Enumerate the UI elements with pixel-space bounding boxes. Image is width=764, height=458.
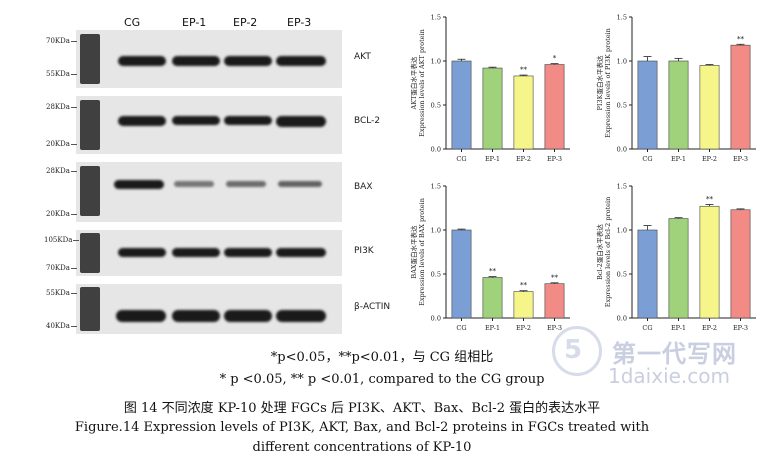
y-tick-label: 0.0 xyxy=(431,146,441,154)
bar xyxy=(637,60,658,150)
protein-label-pi3k: PI3K xyxy=(354,246,374,256)
y-tick-label: 1.0 xyxy=(431,58,441,66)
protein-label-akt: AKT xyxy=(354,52,371,62)
x-tick-label: EP-2 xyxy=(516,324,531,332)
bar xyxy=(668,218,689,319)
bar xyxy=(668,60,689,150)
figure-caption-cn: 图 14 不同浓度 KP-10 处理 FGCs 后 PI3K、AKT、Bax、B… xyxy=(123,401,601,416)
x-tick-label: EP-3 xyxy=(547,324,562,332)
mw-marker: 55KDa xyxy=(46,70,77,78)
y-tick-label: 0.5 xyxy=(617,271,627,279)
y-tick-label: 1.5 xyxy=(431,14,441,22)
mw-marker: 70KDa xyxy=(46,37,77,45)
mw-marker: 105KDa xyxy=(44,236,79,244)
blot-panel-bactin xyxy=(76,284,342,334)
x-tick-label: EP-3 xyxy=(547,155,562,163)
x-tick-label: EP-2 xyxy=(702,324,717,332)
y-tick-label: 0.5 xyxy=(617,102,627,110)
significance-marker: ** xyxy=(520,282,528,290)
bar xyxy=(544,64,565,150)
bar xyxy=(730,209,751,319)
protein-label-bactin: β-ACTIN xyxy=(354,302,391,312)
y-tick-label: 1.0 xyxy=(617,227,627,235)
significance-note-cn: *p<0.05，**p<0.01，与 CG 组相比 xyxy=(270,350,494,365)
bar xyxy=(637,229,658,319)
bar xyxy=(699,205,720,319)
x-tick-label: EP-1 xyxy=(485,155,500,163)
y-axis-label-cn: Bcl-2蛋白水平表达 xyxy=(595,224,604,280)
y-tick-label: 1.0 xyxy=(431,227,441,235)
x-tick-label: CG xyxy=(456,155,466,163)
mw-marker: 28KDa xyxy=(46,167,77,175)
x-tick-label: EP-2 xyxy=(702,155,717,163)
significance-marker: ** xyxy=(737,35,745,43)
y-tick-label: 0.0 xyxy=(617,146,627,154)
blot-panel-akt xyxy=(76,30,342,88)
bar xyxy=(482,67,503,150)
lane-label-ep3: EP-3 xyxy=(287,16,312,29)
blot-panel-pi3k xyxy=(76,230,342,276)
y-tick-label: 0.5 xyxy=(431,102,441,110)
mw-marker: 20KDa xyxy=(46,140,77,148)
mw-marker: 28KDa xyxy=(46,103,77,111)
y-tick-label: 0.0 xyxy=(431,315,441,323)
significance-marker: ** xyxy=(551,274,559,282)
lane-label-ep2: EP-2 xyxy=(233,16,258,29)
x-tick-label: CG xyxy=(642,155,652,163)
y-axis-label-cn: AKT蛋白水平表达 xyxy=(409,56,418,110)
bar xyxy=(451,60,472,150)
significance-note-en: * p <0.05, ** p <0.01, compared to the C… xyxy=(219,372,545,387)
y-tick-label: 0.5 xyxy=(431,271,441,279)
bar xyxy=(482,277,503,319)
x-tick-label: EP-1 xyxy=(671,155,686,163)
bar xyxy=(544,283,565,319)
x-tick-label: EP-2 xyxy=(516,155,531,163)
protein-label-bcl2: BCL-2 xyxy=(354,116,381,126)
lane-label-cg: CG xyxy=(124,16,141,29)
x-tick-label: EP-3 xyxy=(733,155,748,163)
mw-marker: 40KDa xyxy=(46,322,77,330)
bar xyxy=(513,291,534,319)
y-axis-label-en: Expression levels of PI3K protein xyxy=(604,28,612,138)
y-axis-label-en: Expression levels of Bcl-2 protein xyxy=(604,197,612,308)
bar xyxy=(513,75,534,150)
x-tick-label: CG xyxy=(456,324,466,332)
y-axis-label-cn: PI3K蛋白水平表达 xyxy=(595,55,604,110)
protein-label-bax: BAX xyxy=(354,182,373,192)
y-axis-label-cn: BAX蛋白水平表达 xyxy=(409,225,418,279)
watermark-text-en: 1daixie.com xyxy=(608,364,731,388)
mw-marker: 20KDa xyxy=(46,210,77,218)
x-tick-label: EP-1 xyxy=(485,324,500,332)
y-tick-label: 0.0 xyxy=(617,315,627,323)
y-tick-label: 1.5 xyxy=(617,14,627,22)
watermark-text-cn: 第一代写网 xyxy=(612,340,737,368)
significance-marker: * xyxy=(553,55,557,63)
mw-marker: 70KDa xyxy=(46,264,77,272)
y-tick-label: 1.5 xyxy=(617,183,627,191)
bar xyxy=(730,44,751,150)
y-tick-label: 1.0 xyxy=(617,58,627,66)
mw-marker: 55KDa xyxy=(46,289,77,297)
x-tick-label: EP-1 xyxy=(671,324,686,332)
significance-marker: ** xyxy=(520,66,528,74)
significance-marker: ** xyxy=(489,268,497,276)
x-tick-label: EP-3 xyxy=(733,324,748,332)
figure-caption-en-line2: different concentrations of KP-10 xyxy=(252,440,472,455)
figure-caption-en-line1: Figure.14 Expression levels of PI3K, AKT… xyxy=(74,420,650,435)
blot-panel-bcl2 xyxy=(76,96,342,154)
y-tick-label: 1.5 xyxy=(431,183,441,191)
x-tick-label: CG xyxy=(642,324,652,332)
watermark-logo-icon: 5 xyxy=(552,326,602,376)
bar xyxy=(451,229,472,319)
y-axis-label-en: Expression levels of BAX protein xyxy=(418,198,426,306)
lane-label-ep1: EP-1 xyxy=(182,16,207,29)
blot-panel-bax xyxy=(76,162,342,222)
significance-marker: ** xyxy=(706,195,714,203)
y-axis-label-en: Expression levels of AKT protein xyxy=(418,29,426,137)
bar xyxy=(699,65,720,150)
